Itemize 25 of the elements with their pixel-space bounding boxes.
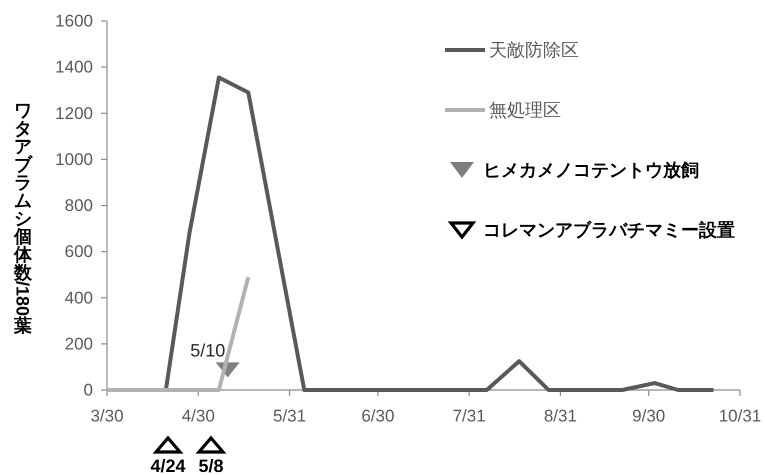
y-tick-label: 1200 <box>55 104 93 123</box>
x-tick-label: 3/30 <box>90 406 124 426</box>
y-tick-label: 600 <box>64 242 93 262</box>
y-tick-label: 0 <box>84 380 93 400</box>
annotation: コレマンアブラバチマミー設置 <box>483 220 735 240</box>
y-tick-label: 1600 <box>55 12 93 30</box>
x-tick-label: 5/31 <box>272 406 306 426</box>
x-tick-label: 10/31 <box>718 406 762 426</box>
y-tick-label: 1000 <box>55 150 93 169</box>
text: 5/8 <box>198 456 224 475</box>
x-tick-label: 4/30 <box>182 406 215 426</box>
y-tick-label: 800 <box>64 196 93 215</box>
legend-label: 無処理区 <box>489 100 561 120</box>
y-tick-label: 400 <box>64 288 93 308</box>
x-tick-label: 8/31 <box>544 406 577 426</box>
y-axis-title: ワタアブラムシ個体数/180葉 <box>12 100 33 336</box>
text: 4/24 <box>150 456 186 475</box>
legend-label: 天敵防除区 <box>489 40 579 60</box>
x-tick-label: 7/31 <box>452 406 486 426</box>
y-tick-label: 200 <box>64 334 93 354</box>
annotation: 5/10 <box>190 340 226 360</box>
y-tick-label: 1400 <box>55 58 93 77</box>
annotation: ヒメカメノコテントウ放飼 <box>483 160 699 180</box>
x-tick-label: 9/30 <box>632 406 666 426</box>
x-tick-label: 6/30 <box>361 406 394 426</box>
